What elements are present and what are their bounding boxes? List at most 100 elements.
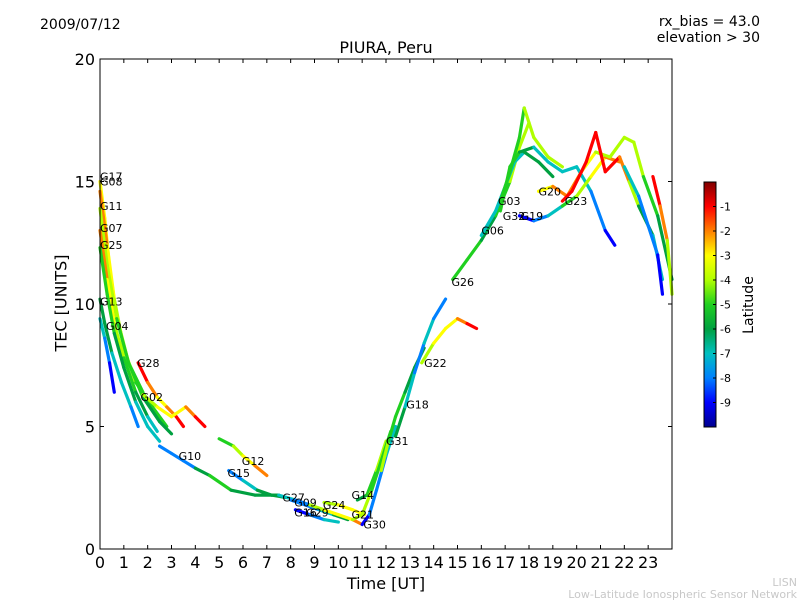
- series-segment: [351, 513, 364, 522]
- x-axis-label: Time [UT]: [346, 574, 426, 593]
- colorbar-tick-label: -1: [720, 201, 731, 214]
- series-segment: [532, 145, 550, 164]
- satellite-label: G02: [141, 391, 164, 404]
- series-segment: [289, 498, 307, 507]
- series-segment: [632, 140, 646, 179]
- series-segment: [479, 209, 498, 237]
- x-tick-label: 20: [566, 553, 586, 572]
- series-segment: [134, 390, 150, 419]
- series-segment: [103, 322, 114, 355]
- series-segment: [174, 415, 186, 429]
- series-segment: [169, 405, 188, 419]
- x-tick-label: 0: [95, 553, 105, 572]
- series-segment: [184, 405, 197, 419]
- series-segment: [119, 380, 133, 409]
- series-segment: [560, 189, 574, 203]
- series-segment: [479, 214, 498, 242]
- satellite-label: G07: [100, 222, 123, 235]
- series-segment: [217, 437, 236, 448]
- x-tick-label: 23: [638, 553, 658, 572]
- x-tick-label: 1: [119, 553, 129, 572]
- series-segment: [253, 464, 269, 478]
- series-segment: [146, 424, 162, 443]
- series-segment: [656, 253, 665, 296]
- series-segment: [146, 415, 159, 433]
- series-segment: [536, 160, 555, 179]
- series-segment: [570, 160, 588, 193]
- series-segment: [367, 488, 379, 517]
- series-segment: [432, 326, 448, 345]
- series-segment: [451, 258, 469, 282]
- x-tick-label: 19: [543, 553, 563, 572]
- series-g13: [98, 297, 140, 429]
- series-segment: [560, 165, 579, 174]
- colorbar-tick-label: -5: [720, 299, 731, 312]
- series-segment: [443, 317, 460, 331]
- colorbar-tick-label: -2: [720, 225, 731, 238]
- series-segment: [355, 493, 369, 502]
- series-segment: [293, 508, 312, 517]
- series-segment: [455, 317, 469, 326]
- x-tick-label: 18: [519, 553, 539, 572]
- series-segment: [127, 361, 145, 399]
- series-segment: [608, 135, 626, 159]
- series-segment: [465, 322, 479, 331]
- satellite-label: G18: [406, 398, 429, 411]
- credit-short: LISN: [772, 576, 797, 589]
- series-segment: [403, 371, 417, 409]
- satellite-label: G30: [363, 519, 386, 532]
- satellite-label: G27: [282, 492, 305, 505]
- series-g30: [360, 424, 398, 527]
- series-segment: [508, 150, 522, 169]
- series-segment: [622, 165, 641, 198]
- satellite-label: G32: [503, 210, 526, 223]
- satellite-label: G16: [294, 506, 317, 519]
- series-segment: [432, 297, 448, 321]
- series-segment: [575, 175, 593, 198]
- colorbar-tick-label: -9: [720, 397, 731, 410]
- series-segment: [594, 130, 607, 174]
- satellite-label: G31: [386, 435, 409, 448]
- series-segment: [386, 415, 398, 443]
- series-segment: [532, 135, 550, 159]
- series-segment: [208, 473, 233, 492]
- series-segment: [560, 194, 579, 208]
- x-tick-label: 7: [262, 553, 272, 572]
- colorbar-tick-label: -3: [720, 250, 731, 263]
- series-segment: [141, 395, 162, 424]
- series-segment: [169, 451, 186, 463]
- satellite-label: G14: [351, 489, 374, 502]
- series-segment: [98, 317, 107, 340]
- satellite-label: G04: [106, 320, 129, 333]
- y-tick-label: 15: [75, 173, 95, 192]
- series-segment: [157, 444, 174, 456]
- series-segment: [136, 361, 150, 384]
- series-segment: [465, 238, 483, 262]
- satellite-label: G10: [179, 450, 202, 463]
- x-tick-label: 22: [614, 553, 634, 572]
- series-segment: [112, 322, 126, 360]
- series-segment: [98, 246, 109, 296]
- series-segment: [622, 135, 636, 144]
- plot-frame: [99, 58, 673, 550]
- satellite-label: G22: [424, 357, 447, 370]
- series-segment: [122, 356, 138, 394]
- series-segment: [155, 395, 169, 409]
- satellite-label: G15: [228, 467, 251, 480]
- series-segment: [336, 513, 355, 522]
- chart-title: PIURA, Peru: [339, 38, 433, 57]
- x-tick-label: 10: [328, 553, 348, 572]
- colorbar-tick-label: -7: [720, 348, 731, 361]
- rx-bias-label: rx_bias = 43.0: [658, 14, 760, 30]
- series-layer: [98, 106, 674, 527]
- satellite-label: G20: [539, 185, 562, 198]
- series-segment: [546, 204, 564, 218]
- series-segment: [308, 503, 326, 512]
- series-segment: [522, 106, 536, 139]
- series-segment: [513, 150, 526, 164]
- x-tick-label: 5: [214, 553, 224, 572]
- series-segment: [146, 380, 159, 399]
- satellite-label: G26: [452, 276, 475, 289]
